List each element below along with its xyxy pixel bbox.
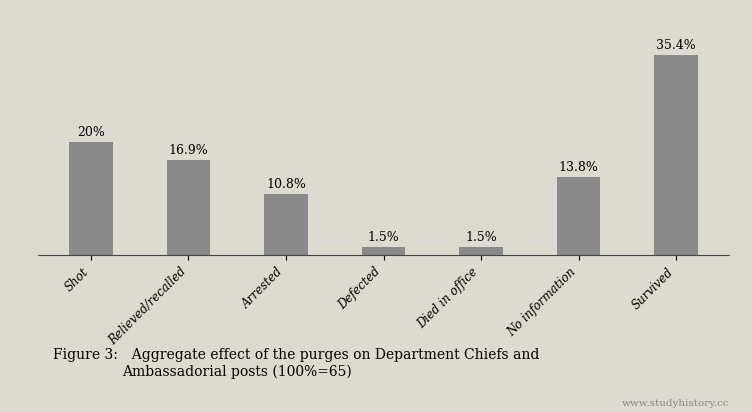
Bar bbox=[166, 160, 211, 255]
Text: 10.8%: 10.8% bbox=[266, 178, 306, 192]
Text: www.studyhistory.cc: www.studyhistory.cc bbox=[622, 399, 729, 408]
Text: Aggregate effect of the purges on Department Chiefs and
Ambassadorial posts (100: Aggregate effect of the purges on Depart… bbox=[123, 348, 539, 379]
Bar bbox=[459, 247, 503, 255]
Text: 20%: 20% bbox=[77, 126, 105, 139]
Bar bbox=[69, 142, 113, 255]
Text: 35.4%: 35.4% bbox=[656, 39, 696, 52]
Bar bbox=[264, 194, 308, 255]
Bar bbox=[654, 55, 698, 255]
Text: 1.5%: 1.5% bbox=[368, 231, 399, 244]
Text: 1.5%: 1.5% bbox=[465, 231, 497, 244]
Bar bbox=[556, 177, 601, 255]
Bar bbox=[362, 247, 405, 255]
Text: Figure 3:: Figure 3: bbox=[53, 348, 117, 362]
Text: 16.9%: 16.9% bbox=[168, 144, 208, 157]
Text: 13.8%: 13.8% bbox=[559, 162, 599, 174]
